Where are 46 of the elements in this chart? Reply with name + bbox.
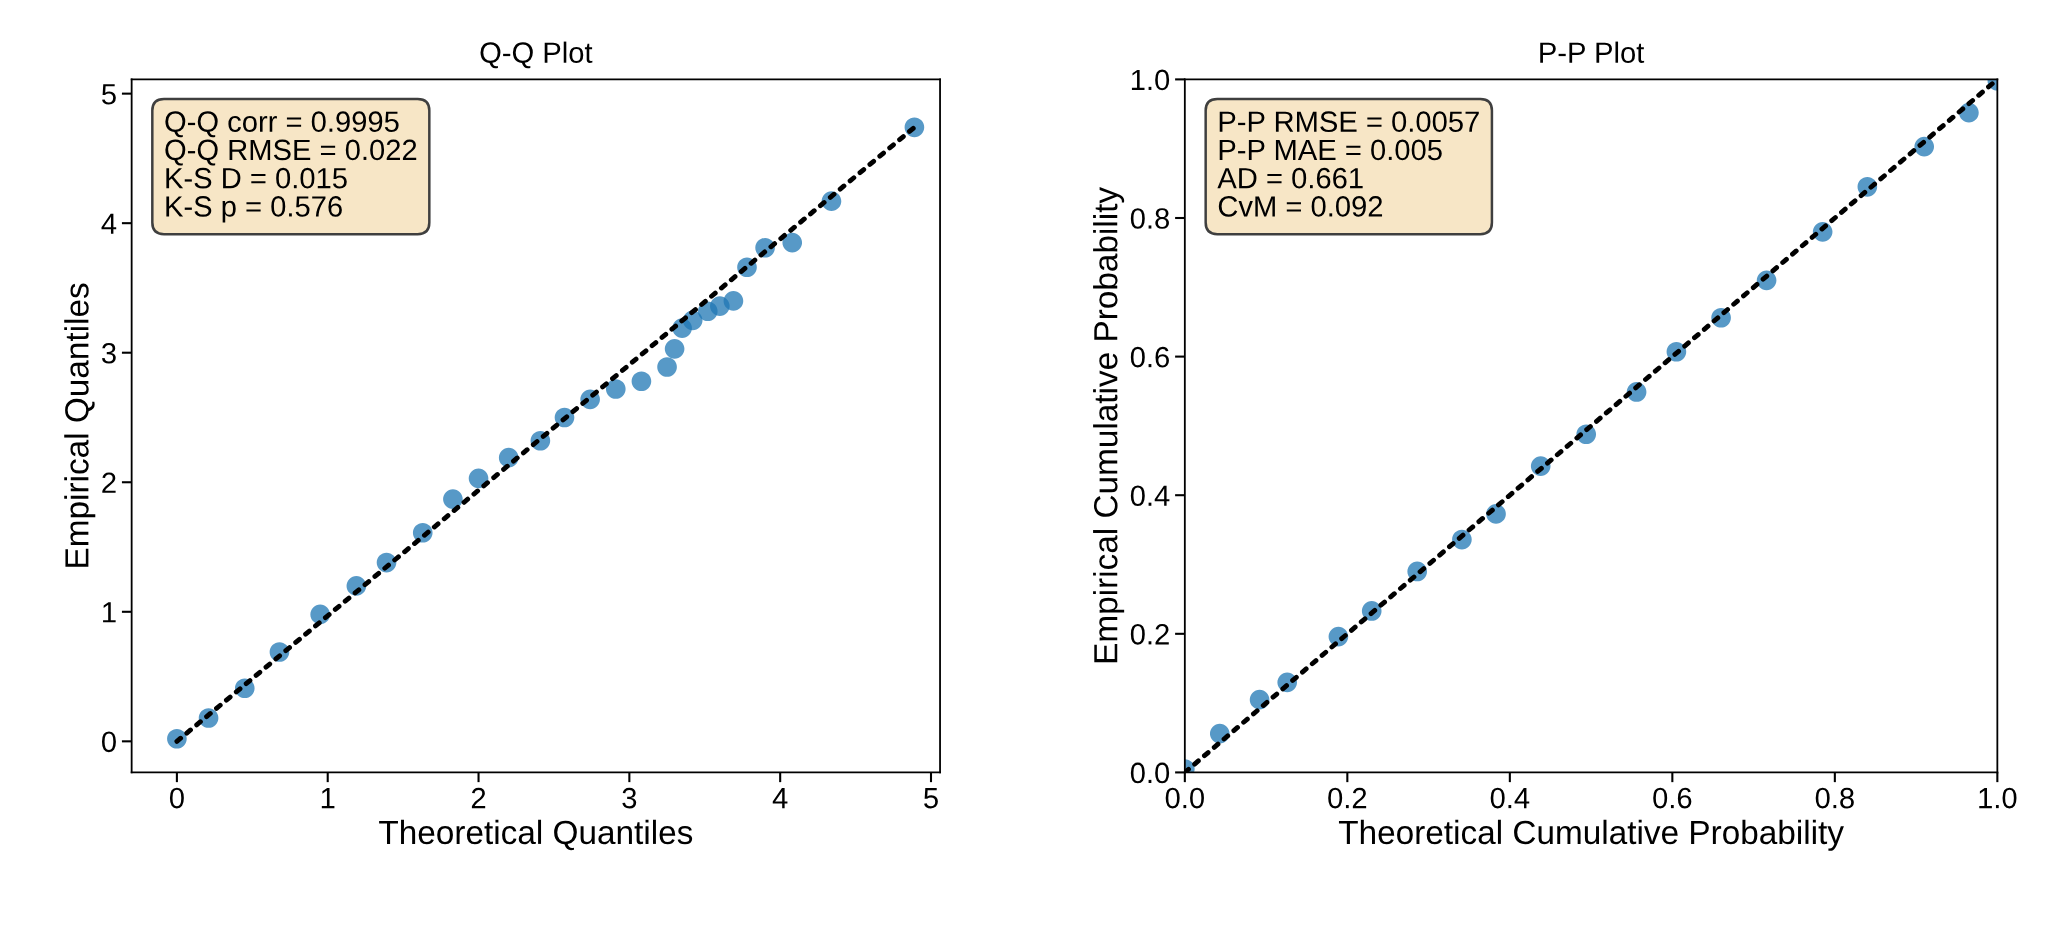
- y-tick-label: 0: [101, 731, 116, 753]
- annotation: Q-Q corr = 0.9995: [165, 111, 399, 138]
- y-tick-label: 0.0: [1130, 762, 1170, 784]
- y-tick-label: 0.4: [1130, 485, 1170, 507]
- y-tick-label: 1: [103, 602, 116, 623]
- point: [631, 371, 652, 392]
- annotation: P-P RMSE = 0.0057: [1219, 111, 1479, 132]
- y-tick-label: 3: [101, 342, 116, 364]
- point: [782, 232, 803, 253]
- point: [443, 489, 463, 509]
- x-tick-label: 0: [169, 787, 184, 809]
- annotation: K-S D = 0.015: [166, 167, 347, 189]
- y-axis-title: Empirical Quantiles: [64, 283, 96, 567]
- x-tick-label: 4: [772, 788, 788, 809]
- annotation: Q-Q RMSE = 0.022: [165, 139, 417, 166]
- annotation: AD = 0.661: [1217, 167, 1363, 189]
- x-tick-label: 0.6: [1653, 787, 1692, 809]
- x-tick-label: 1.0: [1979, 787, 2017, 809]
- chart-title: Q-Q Plot: [480, 41, 593, 69]
- y-tick-label: 1.0: [1131, 69, 1170, 91]
- point: [723, 291, 744, 311]
- y-tick-label: 0.2: [1130, 624, 1169, 645]
- x-tick-label: 2: [471, 787, 486, 809]
- point: [657, 357, 677, 377]
- x-axis-title: Theoretical Quantiles: [379, 819, 693, 851]
- x-axis-title: Theoretical Cumulative Probability: [1338, 819, 1844, 851]
- annotation: CvM = 0.092: [1218, 196, 1383, 217]
- y-tick-label: 4: [101, 213, 117, 234]
- point: [605, 379, 626, 399]
- x-tick-label: 5: [924, 788, 938, 809]
- y-tick-label: 0.6: [1130, 346, 1169, 368]
- point: [664, 339, 685, 359]
- point: [468, 468, 489, 489]
- x-tick-label: 0.2: [1328, 787, 1367, 809]
- x-tick-label: 0.0: [1165, 787, 1204, 809]
- x-tick-label: 1: [321, 788, 335, 809]
- y-tick-label: 2: [102, 472, 116, 493]
- y-axis-title: Empirical Cumulative Probability: [1093, 186, 1125, 663]
- annotation: P-P MAE = 0.005: [1219, 139, 1442, 161]
- annotation: K-S p = 0.576: [166, 196, 342, 223]
- x-tick-label: 0.8: [1815, 787, 1854, 809]
- chart-title: P-P Plot: [1540, 41, 1645, 64]
- y-tick-label: 0.8: [1130, 208, 1169, 229]
- x-tick-label: 3: [622, 787, 637, 809]
- x-tick-label: 0.4: [1490, 787, 1530, 809]
- y-tick-label: 5: [102, 84, 116, 105]
